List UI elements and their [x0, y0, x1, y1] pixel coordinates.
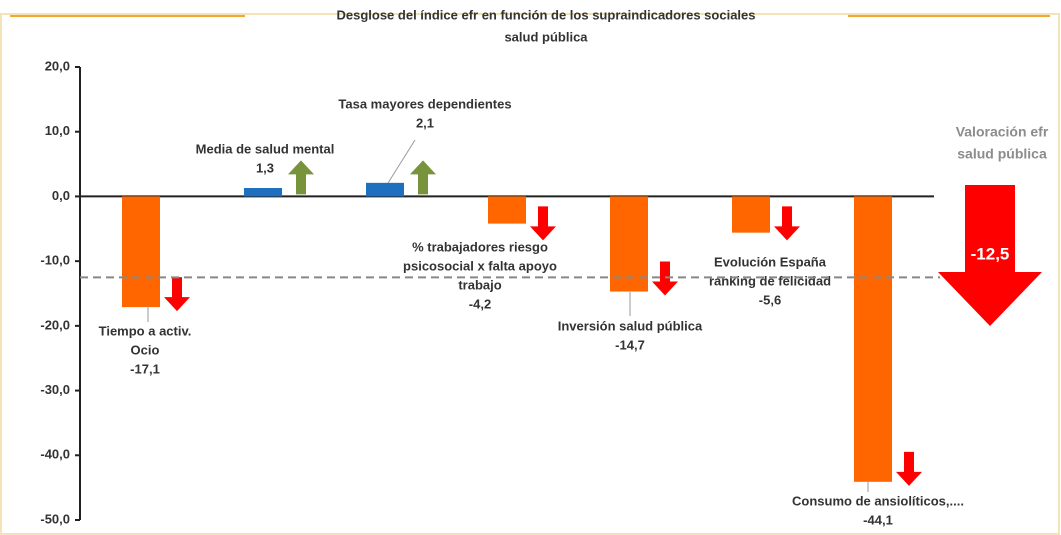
category-label: trabajo [458, 277, 501, 292]
category-label: ranking de felicidad [709, 273, 831, 288]
bar [122, 196, 160, 308]
bar [366, 182, 404, 197]
bar [610, 196, 648, 292]
value-label: -44,1 [863, 512, 893, 527]
value-label: -5,6 [759, 292, 781, 307]
category-label: % trabajadores riesgo [412, 239, 548, 254]
trend-arrow [652, 261, 678, 296]
bar [854, 196, 892, 482]
trend-arrow [164, 277, 190, 312]
y-tick-label: 10,0 [45, 123, 70, 138]
reference-value-label: -12,5 [971, 244, 1010, 263]
reference-label: salud pública [957, 146, 1047, 162]
trend-arrow [774, 206, 800, 241]
trend-arrow [896, 451, 922, 486]
y-tick-label: -20,0 [40, 317, 70, 332]
bar [488, 196, 526, 224]
value-label: -14,7 [615, 337, 645, 352]
category-label: Media de salud mental [196, 141, 335, 156]
y-tick-label: -50,0 [40, 511, 70, 526]
y-tick-label: -40,0 [40, 447, 70, 462]
trend-arrow [530, 206, 556, 241]
bar [244, 188, 282, 197]
bar [732, 196, 770, 233]
value-label: -17,1 [130, 361, 160, 376]
category-label: Tiempo a activ. [99, 323, 192, 338]
frame [0, 13, 1060, 535]
reference-arrow [938, 185, 1042, 326]
y-tick-label: 20,0 [45, 58, 70, 73]
y-tick-label: -10,0 [40, 253, 70, 268]
category-label: Consumo de ansiolíticos,.... [792, 493, 964, 508]
value-label: -4,2 [469, 296, 491, 311]
category-label: Evolución España [714, 254, 827, 269]
chart-title: salud pública [504, 29, 588, 44]
value-label: 1,3 [256, 160, 274, 175]
category-label: Ocio [131, 342, 160, 357]
y-tick-label: -30,0 [40, 382, 70, 397]
category-label: Tasa mayores dependientes [338, 96, 511, 111]
trend-arrow [410, 160, 436, 195]
category-label: psicosocial x falta apoyo [403, 258, 557, 273]
chart-title: Desglose del índice efr en función de lo… [336, 7, 755, 22]
y-tick-label: 0,0 [52, 188, 70, 203]
trend-arrow [288, 160, 314, 195]
category-label: Inversión salud pública [558, 318, 703, 333]
leader-line [387, 139, 416, 184]
reference-label: Valoración efr [956, 124, 1049, 140]
value-label: 2,1 [416, 115, 434, 130]
